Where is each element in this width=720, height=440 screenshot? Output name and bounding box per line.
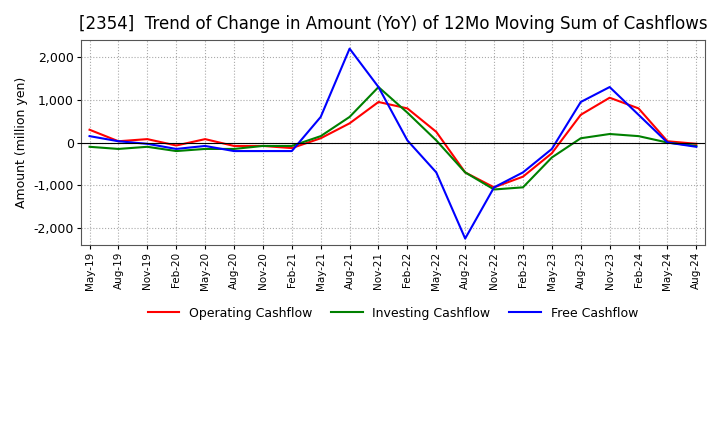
Line: Free Cashflow: Free Cashflow xyxy=(89,49,696,238)
Investing Cashflow xyxy=(547,155,556,160)
Operating Cashflow xyxy=(663,139,672,144)
Free Cashflow xyxy=(85,133,94,139)
Free Cashflow xyxy=(287,148,296,154)
Investing Cashflow xyxy=(201,146,210,151)
Investing Cashflow xyxy=(490,187,498,192)
Investing Cashflow xyxy=(346,114,354,120)
Investing Cashflow xyxy=(85,144,94,150)
Investing Cashflow xyxy=(432,138,441,143)
Investing Cashflow xyxy=(663,140,672,145)
Operating Cashflow xyxy=(374,99,383,105)
Investing Cashflow xyxy=(287,143,296,149)
Free Cashflow xyxy=(374,84,383,90)
Free Cashflow xyxy=(490,185,498,190)
Free Cashflow xyxy=(663,140,672,145)
Free Cashflow xyxy=(692,144,701,150)
Free Cashflow xyxy=(403,138,412,143)
Operating Cashflow xyxy=(143,136,152,142)
Operating Cashflow xyxy=(346,121,354,126)
Investing Cashflow xyxy=(316,133,325,139)
Operating Cashflow xyxy=(692,141,701,147)
Title: [2354]  Trend of Change in Amount (YoY) of 12Mo Moving Sum of Cashflows: [2354] Trend of Change in Amount (YoY) o… xyxy=(78,15,707,33)
Free Cashflow xyxy=(143,141,152,147)
Investing Cashflow xyxy=(172,148,181,154)
Free Cashflow xyxy=(518,170,527,175)
Free Cashflow xyxy=(201,143,210,149)
Free Cashflow xyxy=(606,84,614,90)
Operating Cashflow xyxy=(201,136,210,142)
Operating Cashflow xyxy=(258,143,267,149)
Investing Cashflow xyxy=(606,132,614,137)
Investing Cashflow xyxy=(230,146,238,151)
Operating Cashflow xyxy=(634,106,643,111)
Free Cashflow xyxy=(230,148,238,154)
Free Cashflow xyxy=(172,146,181,151)
Free Cashflow xyxy=(114,139,122,144)
Free Cashflow xyxy=(577,99,585,105)
Investing Cashflow xyxy=(114,146,122,151)
Investing Cashflow xyxy=(518,185,527,190)
Legend: Operating Cashflow, Investing Cashflow, Free Cashflow: Operating Cashflow, Investing Cashflow, … xyxy=(143,302,643,325)
Line: Operating Cashflow: Operating Cashflow xyxy=(89,98,696,187)
Investing Cashflow xyxy=(577,136,585,141)
Operating Cashflow xyxy=(490,185,498,190)
Operating Cashflow xyxy=(547,150,556,156)
Investing Cashflow xyxy=(258,143,267,149)
Operating Cashflow xyxy=(316,136,325,141)
Operating Cashflow xyxy=(606,95,614,100)
Free Cashflow xyxy=(258,148,267,154)
Line: Investing Cashflow: Investing Cashflow xyxy=(89,87,696,190)
Y-axis label: Amount (million yen): Amount (million yen) xyxy=(15,77,28,208)
Operating Cashflow xyxy=(85,127,94,132)
Investing Cashflow xyxy=(374,84,383,90)
Operating Cashflow xyxy=(403,106,412,111)
Operating Cashflow xyxy=(461,170,469,175)
Investing Cashflow xyxy=(403,110,412,115)
Free Cashflow xyxy=(547,146,556,151)
Operating Cashflow xyxy=(518,174,527,180)
Operating Cashflow xyxy=(432,129,441,135)
Free Cashflow xyxy=(432,170,441,175)
Operating Cashflow xyxy=(172,143,181,148)
Investing Cashflow xyxy=(634,133,643,139)
Free Cashflow xyxy=(316,114,325,120)
Operating Cashflow xyxy=(114,139,122,144)
Investing Cashflow xyxy=(692,143,701,149)
Investing Cashflow xyxy=(143,144,152,150)
Free Cashflow xyxy=(461,236,469,241)
Free Cashflow xyxy=(634,112,643,117)
Operating Cashflow xyxy=(577,112,585,117)
Operating Cashflow xyxy=(230,143,238,149)
Investing Cashflow xyxy=(461,170,469,175)
Operating Cashflow xyxy=(287,146,296,151)
Free Cashflow xyxy=(346,46,354,51)
